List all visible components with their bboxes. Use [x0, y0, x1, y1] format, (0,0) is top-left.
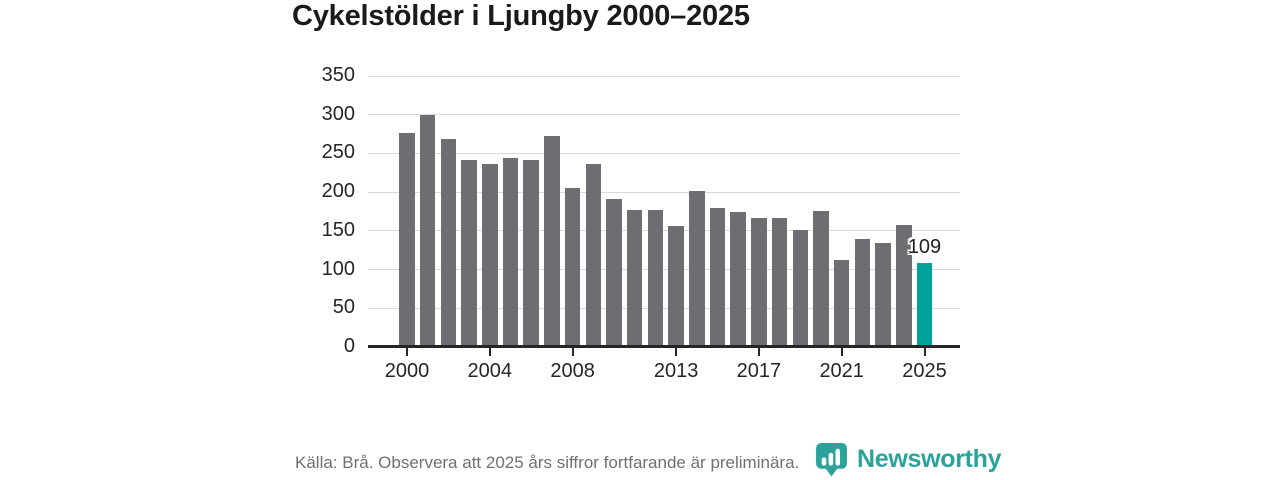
y-axis-label-0: 0 [343, 335, 355, 357]
bar-2006 [523, 159, 539, 347]
bar-2024 [896, 224, 912, 347]
newsworthy-pin-bar-chart-icon [816, 443, 847, 477]
x-axis-tick-2004 [488, 348, 491, 356]
x-axis-label-2004: 2004 [467, 360, 513, 382]
x-axis-label-2013: 2013 [653, 360, 699, 382]
x-axis-label-2021: 2021 [819, 360, 864, 382]
gridline-150 [368, 230, 960, 232]
bar-2011 [626, 209, 643, 347]
bar-2010 [606, 199, 622, 347]
bar-2015 [709, 208, 726, 347]
source-note: Källa: Brå. Observera att 2025 års siffr… [295, 453, 800, 472]
bar-2012 [647, 209, 664, 347]
newsworthy-wordmark: Newsworthy [857, 445, 1002, 473]
x-axis-label-2025: 2025 [902, 360, 947, 382]
gridline-300 [368, 114, 960, 116]
bar-2025 [916, 262, 933, 347]
gridline-350 [368, 75, 960, 77]
x-axis-line [368, 345, 960, 348]
chart-title: Cykelstölder i Ljungby 2000–2025 [292, 0, 750, 32]
gridline-200 [368, 191, 960, 193]
bar-2021 [833, 259, 850, 347]
plot-area: 0 50 100 150 200 250 300 350 2000 2004 2008 2013 201… [322, 65, 960, 382]
x-axis-tick-2013 [675, 348, 678, 356]
bar-2000 [399, 132, 415, 347]
bar-2018 [771, 218, 788, 347]
bar-2004 [482, 163, 498, 347]
bar-2023 [875, 243, 891, 347]
x-axis-label-2000: 2000 [384, 360, 430, 382]
x-axis-tick-2008 [571, 348, 574, 356]
y-axis-label-250: 250 [321, 141, 355, 164]
bar-2016 [730, 212, 746, 347]
x-axis-tick-2025 [923, 348, 926, 356]
gridline-250 [368, 152, 960, 154]
bar-2005 [502, 158, 519, 347]
bar-2022 [854, 239, 871, 347]
value-label-2025: 109 [907, 235, 942, 258]
bar-2019 [792, 230, 809, 347]
y-axis-label-50: 50 [332, 296, 355, 319]
bar-2020 [813, 210, 829, 347]
newsworthy-logo[interactable]: Newsworthy [815, 442, 1002, 477]
y-axis-label-200: 200 [321, 180, 355, 203]
y-axis-label-100: 100 [321, 257, 355, 280]
x-axis-tick-2021 [840, 348, 843, 356]
bar-2003 [461, 160, 477, 347]
gridline-100 [368, 269, 960, 271]
y-axis-label-300: 300 [321, 102, 355, 125]
y-axis-label-350: 350 [321, 64, 355, 86]
y-axis-label-150: 150 [321, 218, 355, 241]
bar-2014 [689, 190, 705, 347]
x-axis-label-2017: 2017 [736, 360, 782, 382]
bar-2007 [544, 136, 560, 347]
gridline-50 [368, 307, 960, 309]
bar-2009 [585, 163, 602, 347]
bar-2002 [440, 138, 457, 347]
bar-2013 [668, 226, 684, 347]
bar-2008 [564, 187, 581, 347]
x-axis-label-2008: 2008 [550, 360, 595, 382]
bar-2017 [751, 218, 767, 347]
x-axis-tick-2000 [406, 348, 408, 356]
x-axis-tick-2017 [757, 348, 760, 356]
bar-2001 [419, 114, 436, 347]
